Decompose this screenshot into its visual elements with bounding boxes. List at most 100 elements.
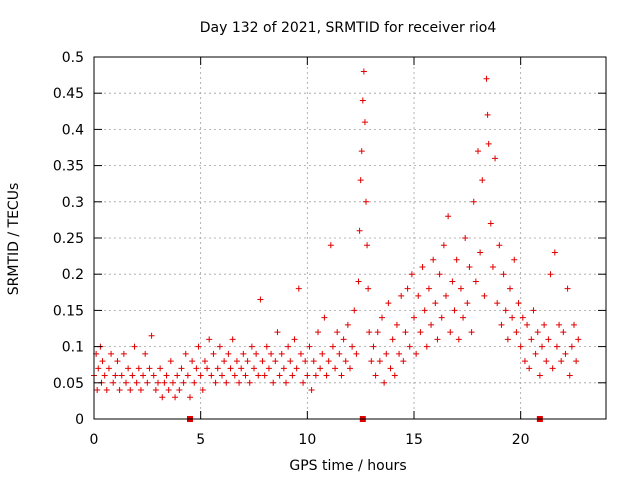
data-point bbox=[231, 372, 238, 379]
data-point bbox=[408, 271, 415, 278]
data-point bbox=[462, 235, 469, 241]
data-point bbox=[391, 372, 398, 379]
data-point bbox=[351, 307, 358, 314]
data-point bbox=[118, 372, 125, 379]
data-point bbox=[515, 300, 522, 307]
data-point bbox=[338, 372, 345, 379]
data-point bbox=[248, 343, 255, 350]
x-tick-label: 10 bbox=[298, 432, 316, 448]
data-point bbox=[204, 365, 211, 372]
data-point bbox=[289, 372, 296, 379]
data-point bbox=[558, 358, 565, 365]
data-point bbox=[120, 350, 127, 357]
data-point bbox=[487, 220, 494, 227]
data-point bbox=[479, 177, 486, 184]
data-point bbox=[259, 358, 266, 365]
data-point bbox=[356, 227, 363, 234]
data-point bbox=[481, 292, 488, 299]
data-point bbox=[206, 336, 213, 343]
data-point bbox=[216, 343, 223, 350]
data-point bbox=[445, 213, 452, 220]
data-point bbox=[342, 358, 349, 365]
data-point bbox=[304, 372, 311, 379]
data-point bbox=[366, 329, 373, 336]
data-point bbox=[135, 365, 142, 372]
data-point bbox=[268, 350, 275, 357]
data-point bbox=[329, 343, 336, 350]
data-point bbox=[364, 242, 371, 249]
data-point bbox=[197, 372, 204, 379]
data-point bbox=[148, 332, 155, 339]
data-point bbox=[551, 249, 558, 256]
data-point bbox=[539, 343, 545, 350]
data-point bbox=[404, 285, 411, 292]
data-point bbox=[358, 148, 365, 155]
data-point bbox=[447, 329, 454, 336]
data-point bbox=[336, 350, 343, 357]
grid-lines bbox=[94, 57, 606, 419]
data-point bbox=[221, 358, 228, 365]
data-point bbox=[195, 343, 202, 350]
data-point bbox=[398, 292, 405, 299]
data-point bbox=[355, 278, 362, 285]
data-point bbox=[443, 292, 449, 299]
data-point bbox=[436, 271, 443, 278]
data-point bbox=[411, 314, 417, 321]
data-point bbox=[543, 358, 550, 365]
data-point bbox=[361, 119, 368, 126]
data-point bbox=[244, 358, 251, 365]
data-point bbox=[155, 379, 161, 386]
data-point bbox=[152, 387, 159, 394]
data-point bbox=[340, 336, 347, 343]
data-point bbox=[251, 365, 257, 372]
data-point bbox=[509, 314, 516, 321]
data-point bbox=[566, 372, 573, 379]
data-point bbox=[500, 271, 507, 278]
data-point bbox=[238, 365, 245, 372]
data-point bbox=[321, 314, 328, 321]
data-point bbox=[167, 358, 174, 365]
data-point bbox=[150, 372, 157, 379]
data-point bbox=[513, 329, 520, 336]
y-tick-label: 0.25 bbox=[53, 231, 84, 247]
data-point bbox=[208, 372, 215, 379]
data-point bbox=[125, 365, 132, 372]
data-point bbox=[172, 394, 179, 401]
data-point bbox=[464, 300, 471, 307]
data-point bbox=[317, 365, 324, 372]
data-point bbox=[201, 358, 208, 365]
data-point bbox=[253, 350, 260, 357]
data-point bbox=[133, 379, 140, 386]
data-point bbox=[430, 256, 437, 263]
y-tick-label: 0.15 bbox=[53, 303, 84, 319]
data-point bbox=[157, 365, 164, 372]
y-tick-label: 0.45 bbox=[53, 86, 84, 102]
data-point bbox=[568, 343, 575, 350]
data-point bbox=[387, 365, 394, 372]
data-point bbox=[385, 300, 392, 307]
data-point bbox=[359, 97, 366, 104]
data-point bbox=[457, 285, 464, 292]
data-point bbox=[112, 372, 119, 379]
data-point bbox=[466, 263, 473, 270]
y-tick-label: 0.4 bbox=[62, 122, 84, 138]
data-point bbox=[315, 329, 321, 336]
data-point bbox=[174, 372, 181, 379]
data-point bbox=[571, 321, 577, 328]
data-point bbox=[272, 358, 279, 365]
data-point bbox=[492, 155, 499, 162]
data-point bbox=[182, 350, 189, 357]
data-point bbox=[541, 321, 548, 328]
data-point bbox=[180, 379, 187, 386]
data-point bbox=[110, 379, 117, 386]
x-tick-label: 20 bbox=[512, 432, 530, 448]
data-point bbox=[432, 300, 439, 307]
data-point bbox=[344, 321, 351, 328]
data-point bbox=[393, 321, 400, 328]
data-point bbox=[225, 350, 232, 357]
data-point bbox=[265, 365, 272, 372]
data-point bbox=[521, 358, 528, 365]
data-point bbox=[240, 350, 247, 357]
data-point bbox=[460, 314, 467, 321]
